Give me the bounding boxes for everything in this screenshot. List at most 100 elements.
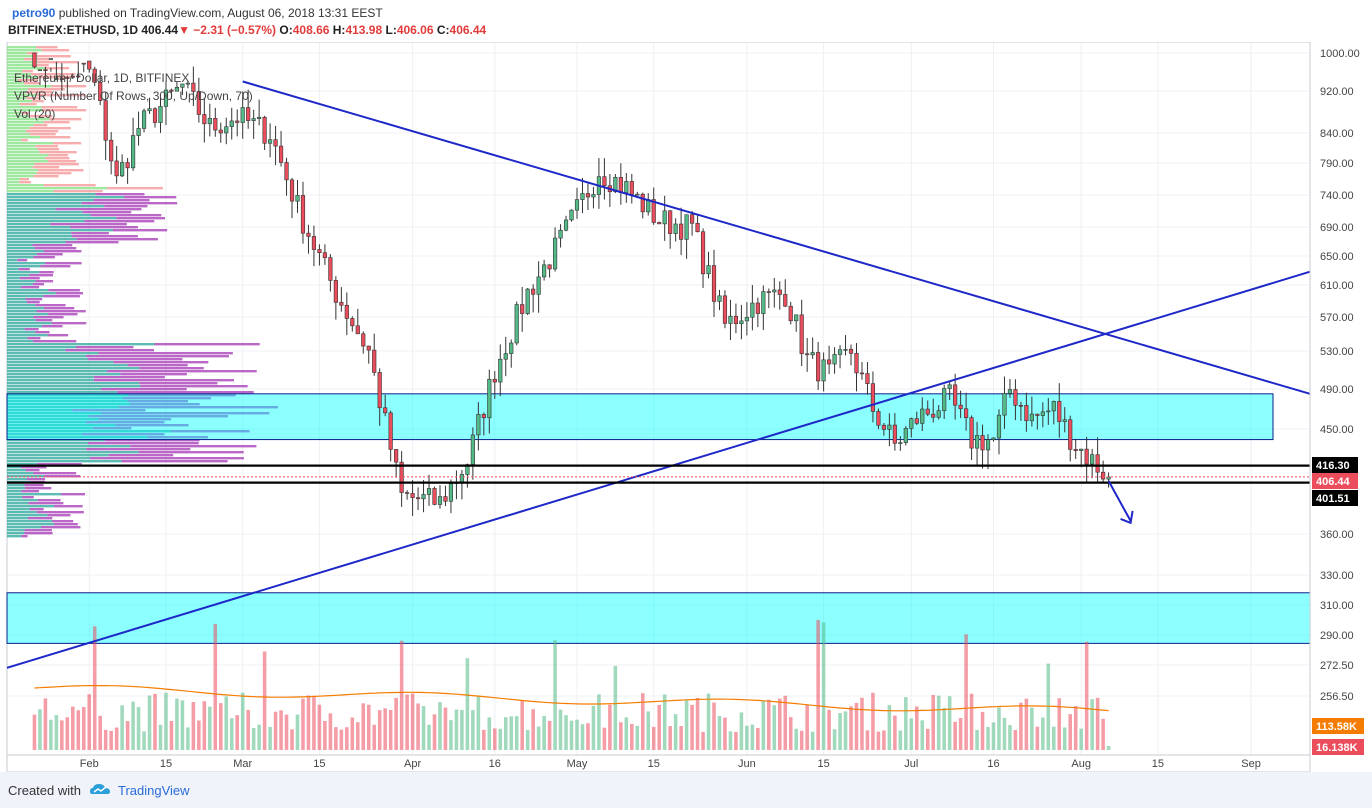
- volume-bar: [997, 707, 1001, 750]
- volume-bar: [991, 722, 996, 750]
- vpvr-row-up: [7, 466, 22, 469]
- vpvr-row-up: [7, 400, 128, 403]
- vpvr-row-up: [7, 451, 139, 454]
- vpvr-row-up: [7, 154, 49, 157]
- volume-bar: [202, 701, 207, 750]
- vpvr-row-down: [33, 472, 77, 475]
- vpvr-row-up: [7, 508, 31, 511]
- vpvr-row-down: [27, 337, 41, 340]
- vpvr-row-up: [7, 514, 48, 517]
- volume-bar: [465, 658, 470, 750]
- time-axis[interactable]: Feb 15 Mar 15 Apr 16 May 15 Jun 15 Jul 16 Aug 15 Sep: [7, 754, 1310, 770]
- vpvr-row-up: [7, 199, 94, 202]
- vpvr-row-up: [7, 298, 26, 301]
- vpvr-row-down: [22, 496, 34, 499]
- candle-body: [1002, 393, 1007, 416]
- vpvr-row-up: [7, 439, 105, 442]
- vpvr-row-up: [7, 253, 37, 256]
- volume-bar: [832, 729, 837, 750]
- candle-body: [405, 492, 410, 494]
- volume-bar: [887, 705, 892, 750]
- author-link[interactable]: petro90: [12, 6, 56, 20]
- volume-bar: [509, 716, 514, 750]
- vpvr-row-down: [50, 223, 127, 226]
- vpvr-row-down: [118, 406, 278, 409]
- candle-body: [120, 162, 125, 177]
- vpvr-row-up: [7, 370, 107, 373]
- x-tick-label: Feb: [80, 758, 99, 770]
- volume-bar: [893, 715, 897, 750]
- candle-body: [257, 116, 262, 119]
- candle-body: [969, 417, 974, 449]
- volume-bar: [482, 729, 486, 750]
- vpvr-row-down: [41, 106, 78, 109]
- candle-body: [224, 126, 229, 134]
- volume-bar: [432, 714, 437, 750]
- volume-bar: [153, 693, 157, 750]
- volume-bar: [454, 709, 459, 750]
- vpvr-row-down: [44, 475, 81, 478]
- vpvr-row-down: [44, 262, 82, 265]
- tradingview-link[interactable]: TradingView: [118, 783, 190, 798]
- vpvr-row-down: [147, 436, 208, 439]
- vpvr-row-down: [129, 403, 200, 406]
- volume-bar: [673, 714, 678, 750]
- footer-bar: Created with TradingView: [0, 772, 1372, 808]
- current-tag-bg: [1312, 473, 1358, 489]
- candle-body: [602, 176, 607, 186]
- vpvr-row-up: [7, 403, 130, 406]
- vpvr-row-down: [70, 226, 138, 229]
- candle-body: [629, 181, 634, 195]
- volume-bar: [777, 698, 782, 750]
- candle-body: [1051, 401, 1056, 412]
- vpvr-row-down: [85, 355, 229, 358]
- candle-body: [322, 252, 327, 258]
- created-with-label: Created with: [8, 783, 81, 798]
- volume-bar: [514, 716, 519, 750]
- vpvr-row-down: [53, 190, 103, 193]
- price-chart[interactable]: Ethereum / Dollar, 1D, BITFINEX VPVR (Nu…: [0, 42, 1372, 772]
- vpvr-row-up: [7, 283, 33, 286]
- volume-bar: [383, 708, 387, 750]
- volume-bar: [487, 717, 492, 750]
- vpvr-row-up: [7, 436, 148, 439]
- vpvr-row-up: [7, 427, 93, 430]
- volume-bar: [1035, 726, 1040, 750]
- candle-body: [174, 86, 180, 92]
- candle-body: [733, 315, 739, 325]
- volume-bar: [290, 729, 294, 750]
- candle-body: [289, 179, 295, 202]
- volume-bar: [586, 723, 590, 750]
- y-tick-label: 610.00: [1320, 280, 1354, 292]
- candle-body: [333, 280, 338, 303]
- vpvr-row-down: [36, 511, 84, 514]
- vpvr-row-up: [7, 421, 86, 424]
- vpvr-row-up: [7, 178, 20, 181]
- vpvr-row-up: [7, 352, 99, 355]
- vpvr-row-up: [7, 166, 33, 169]
- volume-bar: [810, 731, 815, 750]
- volume-bar: [860, 697, 864, 750]
- resistance-tag: 416.30: [1316, 460, 1350, 472]
- candle-body: [196, 91, 201, 115]
- vpvr-row-down: [81, 433, 165, 436]
- vpvr-row-down: [48, 154, 68, 157]
- drawings[interactable]: [6, 80, 1311, 669]
- vpvr-row-up: [7, 271, 40, 274]
- price-axis[interactable]: 1000.00 920.00 840.00 790.00 740.00 690.00 650…: [1309, 42, 1360, 772]
- vpvr-row-up: [7, 193, 96, 196]
- vpvr-row-down: [54, 505, 83, 508]
- vpvr-row-up: [7, 235, 73, 238]
- volume-bar: [602, 727, 607, 750]
- vpvr-row-up: [7, 133, 31, 136]
- vpvr-row-up: [7, 490, 22, 493]
- candle-body: [476, 414, 481, 436]
- vpvr-row-up: [7, 88, 28, 91]
- y-tick-label: 650.00: [1320, 251, 1354, 263]
- vpvr-row-up: [7, 175, 34, 178]
- candle-body: [925, 408, 930, 415]
- candle-body: [415, 497, 421, 500]
- candle-body: [931, 413, 936, 418]
- candle-body: [498, 358, 503, 383]
- candle-body: [246, 107, 251, 121]
